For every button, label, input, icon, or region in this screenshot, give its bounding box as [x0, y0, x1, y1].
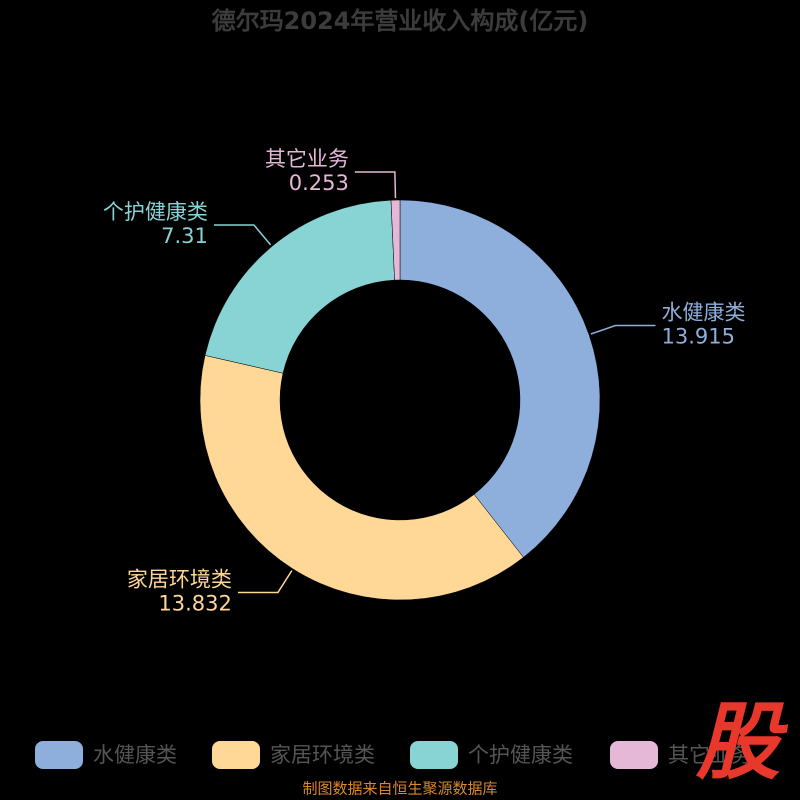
legend-swatch[interactable]	[610, 741, 658, 769]
leader-line	[354, 171, 397, 199]
legend-label[interactable]: 其它业务	[668, 743, 752, 767]
value-label: 13.832	[158, 592, 231, 616]
leader-line	[590, 324, 656, 335]
leader-line	[213, 224, 272, 246]
legend-label[interactable]: 个护健康类	[468, 743, 573, 767]
slice	[390, 199, 401, 281]
legend-label[interactable]: 家居环境类	[270, 743, 375, 767]
slice-label: 家居环境类	[127, 568, 232, 592]
value-label: 7.31	[161, 224, 208, 248]
legend-label[interactable]: 水健康类	[93, 743, 177, 767]
chart-title: 德尔玛2024年营业收入构成(亿元)	[212, 7, 589, 35]
value-label: 0.253	[289, 171, 349, 195]
slice-label: 其它业务	[265, 147, 349, 171]
slice	[399, 199, 601, 558]
slice-label: 个护健康类	[103, 200, 208, 224]
value-label: 13.915	[661, 325, 734, 349]
logo: 股	[695, 693, 789, 791]
legend-swatch[interactable]	[35, 741, 83, 769]
slice-label: 水健康类	[661, 301, 745, 325]
legend-swatch[interactable]	[212, 741, 260, 769]
slice	[204, 199, 395, 374]
slice	[199, 355, 524, 601]
source: 制图数据来自恒生聚源数据库	[302, 780, 497, 798]
leader-line	[237, 570, 293, 594]
legend-swatch[interactable]	[410, 741, 458, 769]
